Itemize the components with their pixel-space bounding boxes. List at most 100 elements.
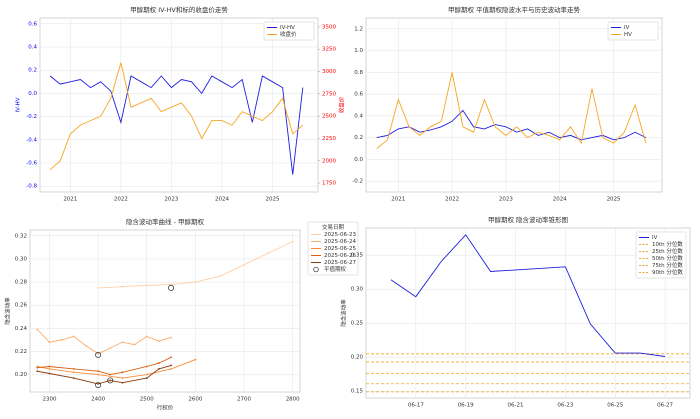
y-tick-label: 0.6 — [354, 92, 363, 98]
x-tick-label: 2024 — [215, 197, 229, 203]
point — [121, 371, 124, 374]
y-tick-label: -0.6 — [26, 161, 37, 167]
point — [48, 367, 51, 370]
x-tick-label: 2400 — [91, 397, 105, 403]
x-tick-label: 2021 — [391, 197, 405, 203]
y-tick-label: 0.4 — [28, 45, 37, 51]
point — [158, 340, 160, 342]
legend-label: 10th 分位数 — [652, 240, 683, 248]
x-tick-label: 2022 — [445, 197, 459, 203]
y-tick-label: 0.24 — [15, 326, 28, 332]
point — [121, 377, 124, 380]
y-tick-label: -0.8 — [26, 184, 37, 190]
y-axis-label: 隐含波动率 — [4, 297, 12, 325]
x-tick-label: 06-27 — [657, 403, 673, 409]
point — [243, 263, 245, 266]
atm-marker — [95, 382, 102, 389]
point — [85, 344, 87, 347]
legend-label: HV — [624, 32, 632, 38]
point — [121, 381, 124, 384]
legend-label: 2025-06-25 — [324, 246, 356, 252]
y-tick-label: 0.30 — [351, 287, 364, 293]
y-tick-label: 0.8 — [354, 70, 363, 76]
point — [72, 371, 75, 374]
y2-tick-label: 2250 — [322, 136, 336, 142]
y-tick-label: 0.22 — [15, 349, 27, 355]
y-tick-label: 0.2 — [28, 68, 37, 74]
atm-marker — [95, 352, 102, 358]
legend-box — [607, 21, 659, 41]
y2-tick-label: 3250 — [322, 47, 336, 53]
point — [133, 343, 136, 346]
x-tick-label: 06-19 — [458, 403, 474, 409]
series-line — [49, 75, 304, 175]
y2-tick-label: 1750 — [322, 181, 336, 187]
y-tick-label: 0.0 — [354, 157, 363, 163]
point — [36, 366, 39, 369]
y-tick-label: 0.28 — [15, 280, 28, 286]
x-tick-label: 2025 — [607, 197, 621, 203]
y-axis-label: IV-HV — [16, 97, 22, 112]
point — [97, 286, 100, 289]
y-axis-label: 隐含波动率 — [340, 299, 348, 327]
legend-label: 2025-06-24 — [324, 239, 356, 245]
x-tick-label: 2700 — [237, 397, 251, 403]
plot-frame — [365, 17, 663, 193]
x-tick-label: 06-17 — [408, 403, 424, 409]
point — [267, 252, 270, 255]
x-tick-label: 2023 — [499, 197, 513, 203]
y-tick-label: 0.20 — [351, 355, 364, 361]
point — [109, 379, 112, 382]
point — [170, 283, 172, 286]
y-tick-label: 0.0 — [28, 91, 37, 97]
y-tick-label: 0.35 — [351, 253, 364, 259]
x-tick-label: 2600 — [188, 397, 202, 403]
point — [170, 336, 172, 339]
point — [158, 367, 160, 370]
legend-label: 2025-06-27 — [324, 260, 356, 266]
atm-marker — [168, 284, 175, 291]
x-tick-label: 2023 — [164, 197, 178, 203]
point — [145, 365, 148, 368]
point — [97, 373, 100, 376]
atm-marker — [107, 377, 114, 384]
x-axis-label: 行权价 — [157, 404, 174, 412]
point — [48, 341, 51, 344]
legend-swatch — [313, 266, 319, 273]
point — [145, 335, 148, 338]
point — [60, 339, 63, 341]
point — [158, 362, 160, 364]
x-tick-label: 2800 — [286, 397, 300, 403]
y-tick-label: 0.4 — [354, 113, 363, 119]
x-tick-label: 2300 — [42, 397, 56, 403]
y-tick-label: 0.15 — [351, 389, 364, 395]
y-tick-label: -0.4 — [26, 137, 37, 143]
point — [121, 285, 124, 288]
point — [36, 370, 39, 373]
y2-tick-label: 3500 — [322, 24, 336, 30]
point — [291, 240, 294, 243]
chart-title: 甲醇期权 隐含波动率锥形图 — [488, 215, 568, 224]
y-tick-label: 0.25 — [351, 321, 364, 327]
legend-label: 2025-06-23 — [324, 232, 356, 238]
chart-title: 隐含波动率曲线 - 甲醇期权 — [126, 217, 204, 226]
point — [36, 328, 39, 331]
x-tick-label: 2024 — [553, 197, 567, 203]
legend-label: 75th 分位数 — [652, 261, 683, 269]
legend-label: 25th 分位数 — [652, 247, 683, 255]
series-line — [376, 109, 647, 141]
point — [170, 356, 172, 359]
legend-box — [263, 21, 315, 41]
y-tick-label: 0.20 — [15, 372, 28, 378]
legend-label: IV — [652, 235, 658, 241]
point — [72, 377, 75, 380]
y-tick-label: -0.2 — [352, 179, 363, 185]
point — [145, 373, 148, 376]
legend-label: IV — [624, 25, 630, 31]
y2-tick-label: 2500 — [322, 114, 336, 120]
y-tick-label: 1.0 — [354, 48, 363, 54]
legend-label: 收盘价 — [280, 30, 297, 38]
plot-frame — [39, 17, 319, 193]
y2-tick-label: 2000 — [322, 158, 336, 164]
